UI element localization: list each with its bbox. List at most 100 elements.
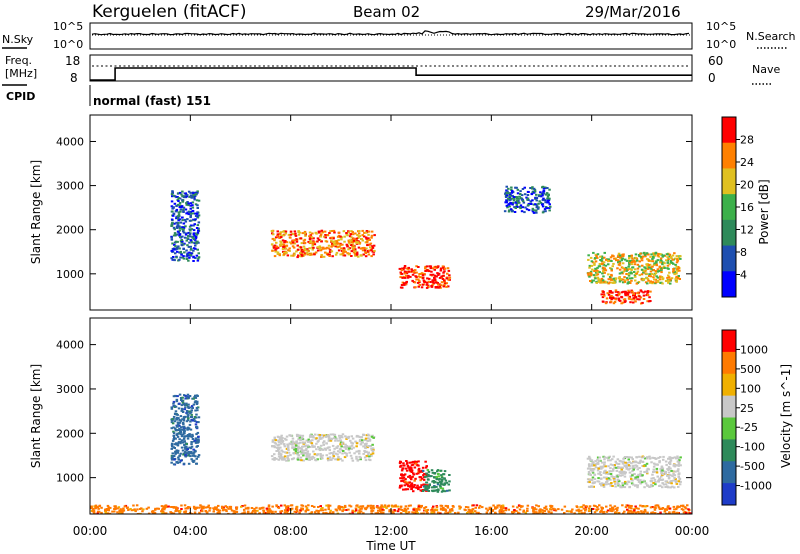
power-colorbar-swatch [722, 168, 736, 195]
velocity-cell [225, 506, 229, 509]
velocity-colorbar-tick-label: -1000 [740, 480, 772, 493]
velocity-cell [632, 512, 635, 514]
velocity-cell [615, 508, 618, 510]
power-cell [519, 190, 522, 193]
velocity-cell [638, 474, 641, 477]
velocity-cell [659, 484, 662, 487]
velocity-cell [184, 395, 187, 397]
velocity-cell [671, 456, 674, 459]
power-cell [599, 281, 602, 284]
velocity-cell [353, 452, 356, 455]
power-cell [589, 280, 592, 282]
velocity-cell [348, 451, 351, 454]
power-cell [598, 271, 601, 274]
velocity-cell [310, 442, 314, 445]
power-cell [313, 243, 317, 246]
velocity-cell [190, 512, 194, 514]
power-cell [507, 203, 510, 206]
velocity-cell [293, 448, 296, 451]
power-cell [299, 237, 303, 240]
velocity-cell [672, 463, 676, 466]
velocity-cell [180, 508, 183, 510]
power-cell [630, 279, 633, 282]
velocity-cell [371, 434, 374, 437]
power-cell [369, 242, 373, 245]
velocity-cell [315, 442, 318, 445]
power-cell [621, 301, 625, 304]
power-cell [546, 187, 549, 189]
velocity-cell [161, 512, 164, 514]
velocity-cell [196, 441, 199, 444]
power-cell [278, 237, 281, 239]
power-cell [603, 251, 606, 254]
power-cell [531, 207, 535, 210]
power-cell [443, 283, 446, 286]
power-cell [271, 243, 274, 246]
velocity-cell [630, 505, 633, 507]
velocity-cell [175, 506, 178, 509]
velocity-cell [338, 505, 341, 508]
power-cell [179, 208, 183, 211]
power-cell [192, 224, 195, 227]
power-cell [429, 273, 432, 276]
velocity-cell [288, 512, 291, 514]
power-cell [280, 241, 283, 244]
power-cell [425, 269, 429, 271]
velocity-cell [190, 458, 193, 461]
velocity-cell [475, 504, 479, 507]
velocity-cell [412, 490, 415, 493]
velocity-cell [183, 511, 186, 514]
power-cell [357, 237, 360, 239]
velocity-cell [305, 507, 309, 510]
power-cell [654, 281, 658, 284]
power-cell [185, 249, 188, 252]
power-cell [405, 272, 409, 275]
power-cell [353, 238, 356, 241]
velocity-cell [328, 504, 332, 507]
velocity-cell [549, 505, 552, 508]
velocity-cell [642, 465, 646, 468]
velocity-cell [192, 397, 195, 400]
power-cell [367, 233, 370, 236]
velocity-cell [342, 506, 345, 509]
power-cell [436, 272, 439, 275]
velocity-cell [206, 506, 210, 509]
velocity-cell [633, 473, 636, 475]
power-cell [645, 272, 648, 275]
power-cell [353, 245, 356, 248]
velocity-cell [588, 478, 592, 481]
power-cell [191, 204, 194, 207]
velocity-cell [179, 510, 182, 513]
velocity-cell [612, 468, 615, 471]
velocity-cell [178, 421, 182, 424]
velocity-cell [682, 508, 685, 511]
power-cell [322, 247, 325, 250]
velocity-cell [280, 440, 283, 442]
power-cell [412, 270, 416, 273]
velocity-cell [565, 510, 569, 513]
power-cell [602, 266, 605, 269]
velocity-cell [332, 452, 335, 455]
power-cell [196, 204, 199, 207]
velocity-cell [652, 468, 655, 471]
velocity-cell [291, 507, 294, 510]
velocity-cell [443, 490, 447, 493]
power-cell [339, 235, 342, 238]
velocity-cell [280, 510, 284, 513]
velocity-cell [348, 504, 351, 507]
velocity-cell [676, 505, 679, 508]
velocity-cell [427, 473, 430, 476]
velocity-cell [404, 509, 408, 512]
velocity-cell [380, 504, 383, 507]
power-cell [649, 255, 652, 258]
velocity-cell [363, 456, 367, 459]
velocity-cell [603, 458, 606, 461]
power-cell [633, 260, 636, 263]
velocity-cell [673, 474, 677, 477]
velocity-cell [228, 505, 232, 508]
power-cell [616, 255, 620, 258]
power-cell [653, 278, 656, 281]
velocity-cell [404, 478, 407, 481]
velocity-cell [296, 510, 299, 513]
velocity-cell [287, 505, 290, 508]
